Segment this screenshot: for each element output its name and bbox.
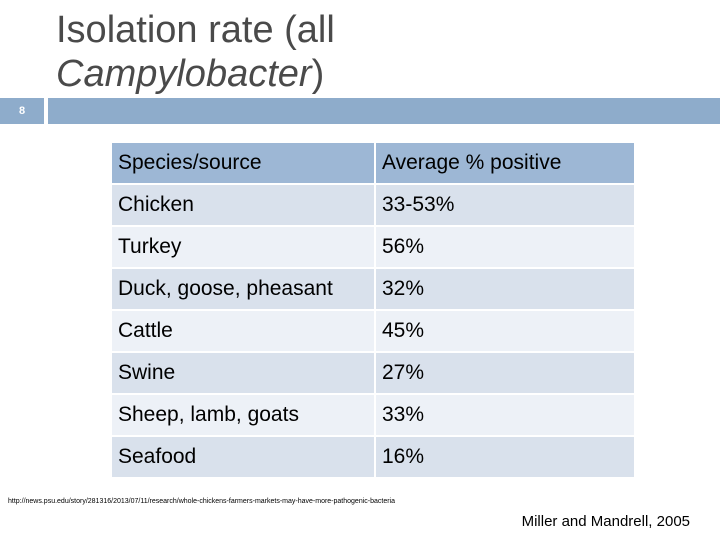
title-line-1: Isolation rate (all [56, 9, 335, 51]
title-italic-genus: Campylobacter [56, 53, 312, 95]
slide-title: Isolation rate (all Campylobacter) [56, 8, 716, 96]
table-row: Swine 27% [110, 351, 636, 395]
species-cell: Chicken [110, 183, 376, 227]
table-header-row: Species/source Average % positive [110, 141, 636, 185]
source-url-link[interactable]: http://news.psu.edu/story/281316/2013/07… [8, 498, 396, 505]
table-row: Seafood 16% [110, 435, 636, 479]
header-average-positive: Average % positive [374, 141, 636, 185]
header-species-source: Species/source [110, 141, 376, 185]
citation: Miller and Mandrell, 2005 [521, 513, 690, 530]
table-row: Sheep, lamb, goats 33% [110, 393, 636, 437]
percent-cell: 27% [374, 351, 636, 395]
species-cell: Swine [110, 351, 376, 395]
percent-cell: 56% [374, 225, 636, 269]
title-line-2: Campylobacter) [56, 52, 329, 96]
percent-cell: 16% [374, 435, 636, 479]
species-cell: Turkey [110, 225, 376, 269]
percent-cell: 32% [374, 267, 636, 311]
percent-cell: 45% [374, 309, 636, 353]
species-cell: Seafood [110, 435, 376, 479]
species-cell: Sheep, lamb, goats [110, 393, 376, 437]
table-row: Turkey 56% [110, 225, 636, 269]
species-cell: Duck, goose, pheasant [110, 267, 376, 311]
table-row: Chicken 33-53% [110, 183, 636, 227]
isolation-rate-table: Species/source Average % positive Chicke… [110, 141, 636, 479]
table-row: Duck, goose, pheasant 32% [110, 267, 636, 311]
percent-cell: 33% [374, 393, 636, 437]
title-accent-bar [48, 98, 720, 124]
species-cell: Cattle [110, 309, 376, 353]
table-row: Cattle 45% [110, 309, 636, 353]
slide-number-box: 8 [0, 98, 44, 124]
percent-cell: 33-53% [374, 183, 636, 227]
title-line-2-suffix: ) [311, 53, 325, 95]
slide-number: 8 [18, 105, 26, 117]
